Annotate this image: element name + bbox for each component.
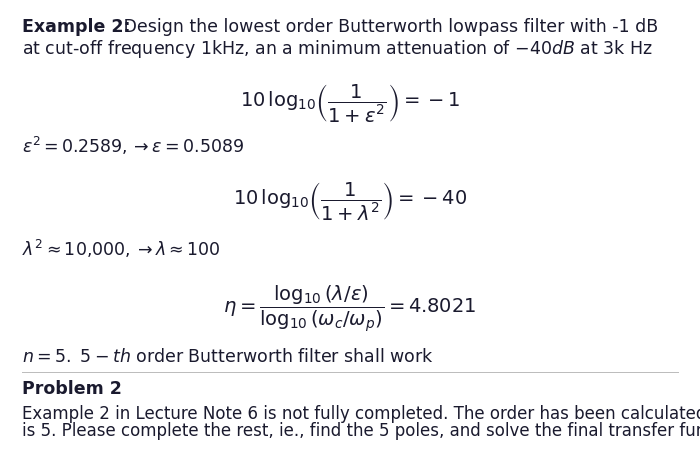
Text: $10\,\log_{10}\!\left(\dfrac{1}{1+\lambda^2}\right) = -40$: $10\,\log_{10}\!\left(\dfrac{1}{1+\lambd… [233, 180, 467, 222]
Text: $\lambda^2 \approx 10{,}000, \rightarrow \lambda \approx 100$: $\lambda^2 \approx 10{,}000, \rightarrow… [22, 238, 220, 260]
Text: $\eta = \dfrac{\log_{10}(\lambda/\epsilon)}{\log_{10}(\omega_c/\omega_p)} = 4.80: $\eta = \dfrac{\log_{10}(\lambda/\epsilo… [223, 283, 477, 334]
Text: $\epsilon^2 = 0.2589, \rightarrow \epsilon = 0.5089$: $\epsilon^2 = 0.2589, \rightarrow \epsil… [22, 135, 244, 157]
Text: Problem 2: Problem 2 [22, 380, 122, 398]
Text: $n = 5.\  5-\mathit{th}$ order Butterworth filter shall work: $n = 5.\ 5-\mathit{th}$ order Butterwort… [22, 348, 433, 366]
Text: Example 2:: Example 2: [22, 18, 131, 36]
Text: Example 2 in Lecture Note 6 is not fully completed. The order has been calculate: Example 2 in Lecture Note 6 is not fully… [22, 405, 700, 423]
Text: Design the lowest order Butterworth lowpass filter with -1 dB: Design the lowest order Butterworth lowp… [118, 18, 658, 36]
Text: is 5. Please complete the rest, ie., find the 5 poles, and solve the final trans: is 5. Please complete the rest, ie., fin… [22, 422, 700, 440]
Text: at cut-off frequency 1kHz, an a minimum attenuation of $-$40$dB$ at 3k Hz: at cut-off frequency 1kHz, an a minimum … [22, 38, 652, 60]
Text: $10\,\log_{10}\!\left(\dfrac{1}{1+\epsilon^2}\right) = -1$: $10\,\log_{10}\!\left(\dfrac{1}{1+\epsil… [240, 82, 460, 124]
